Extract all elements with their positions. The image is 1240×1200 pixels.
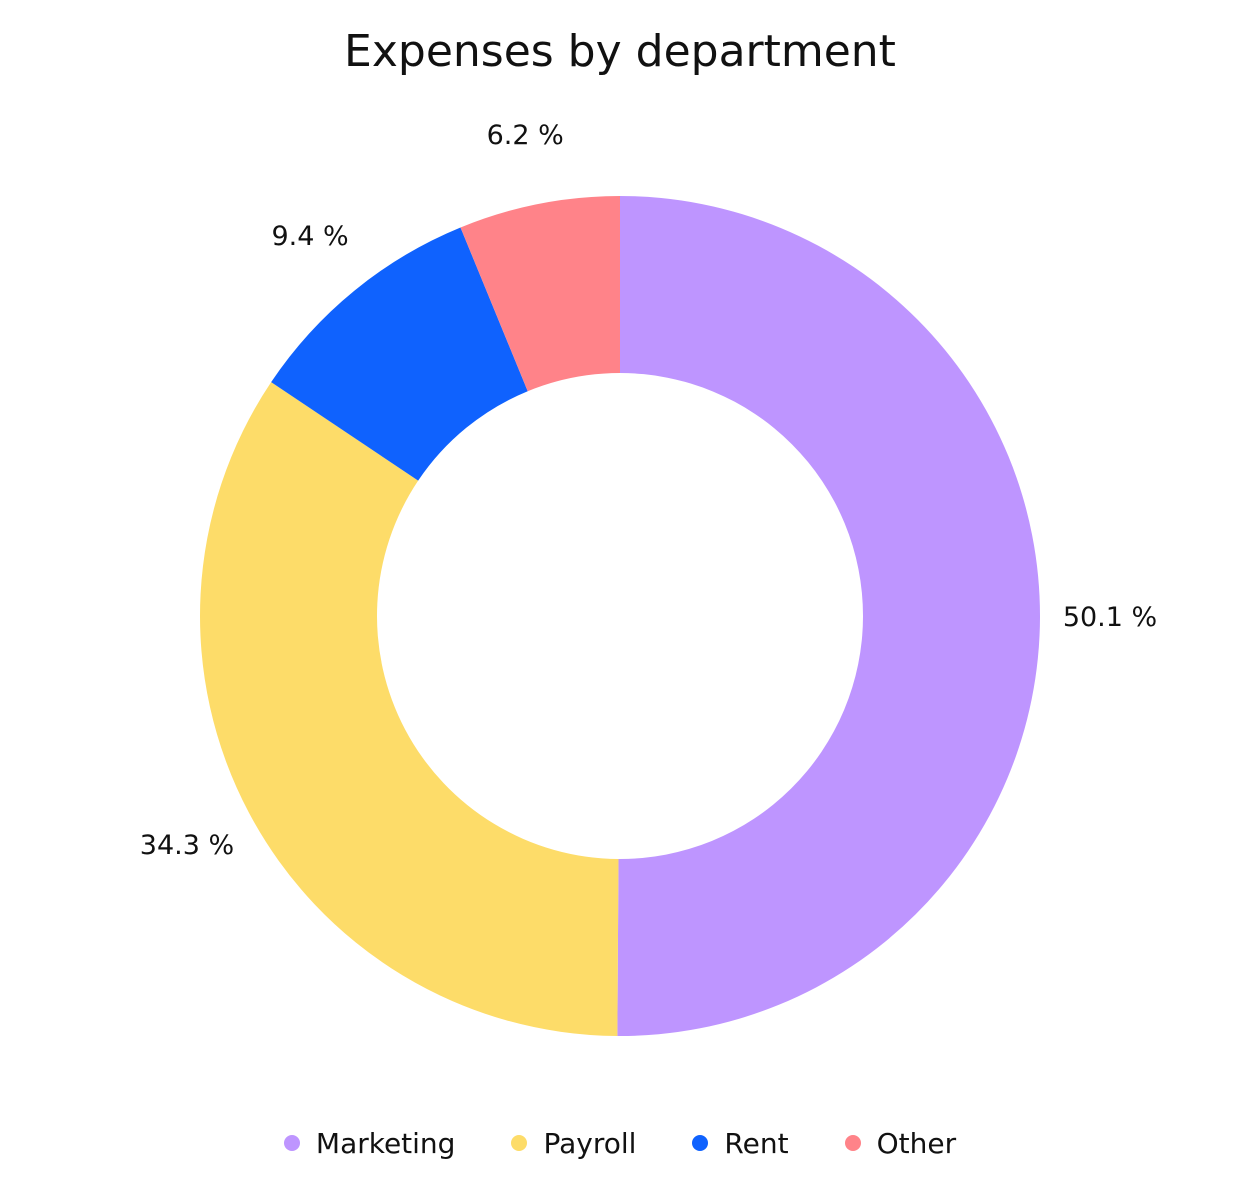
legend-item-rent[interactable]: Rent [692,1126,789,1160]
legend-label: Other [876,1126,957,1160]
legend-label: Payroll [543,1126,637,1160]
legend: Marketing Payroll Rent Other [0,1120,1240,1166]
slice-label-payroll: 34.3 % [140,830,234,861]
donut-chart: 50.1 % 34.3 % 9.4 % 6.2 % [140,120,1157,1036]
slice-labels: 50.1 % 34.3 % 9.4 % 6.2 % [140,120,1157,861]
slice-rent[interactable] [271,227,528,481]
slice-marketing[interactable] [617,195,1041,1036]
legend-label: Marketing [315,1126,456,1160]
legend-item-marketing[interactable]: Marketing [283,1126,456,1160]
slice-label-other: 6.2 % [487,120,564,151]
slice-payroll[interactable] [200,382,619,1036]
legend-swatch-icon [511,1135,528,1151]
donut-slices [200,195,1041,1036]
slice-label-marketing: 50.1 % [1063,602,1157,633]
chart-title: Expenses by department [344,26,896,77]
slice-label-rent: 9.4 % [271,221,348,252]
legend-swatch-icon [283,1135,300,1151]
legend-item-payroll[interactable]: Payroll [511,1127,636,1160]
legend-item-other[interactable]: Other [844,1126,957,1160]
legend-swatch-icon [692,1135,709,1151]
legend-swatch-icon [844,1135,861,1151]
slice-other[interactable] [460,196,620,392]
legend-label: Rent [724,1126,789,1160]
